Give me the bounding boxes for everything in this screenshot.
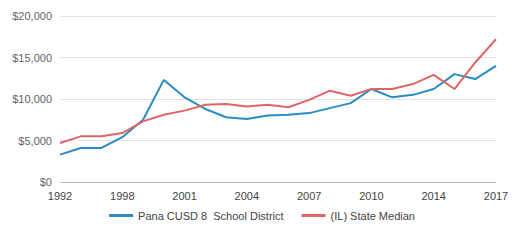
svg-text:$5,000: $5,000 bbox=[18, 135, 52, 147]
svg-text:Pana CUSD 8 School District: Pana CUSD 8 School District bbox=[138, 210, 284, 222]
svg-text:2001: 2001 bbox=[172, 190, 196, 202]
svg-text:2007: 2007 bbox=[297, 190, 321, 202]
svg-text:1998: 1998 bbox=[110, 190, 134, 202]
svg-text:$15,000: $15,000 bbox=[12, 52, 52, 64]
svg-text:$0: $0 bbox=[40, 176, 52, 188]
svg-text:$20,000: $20,000 bbox=[12, 10, 52, 22]
svg-text:2017: 2017 bbox=[484, 190, 508, 202]
svg-text:2010: 2010 bbox=[359, 190, 383, 202]
svg-text:$10,000: $10,000 bbox=[12, 93, 52, 105]
svg-text:(IL) State Median: (IL) State Median bbox=[331, 210, 415, 222]
svg-text:1992: 1992 bbox=[48, 190, 72, 202]
svg-text:2004: 2004 bbox=[235, 190, 259, 202]
svg-text:2014: 2014 bbox=[421, 190, 445, 202]
